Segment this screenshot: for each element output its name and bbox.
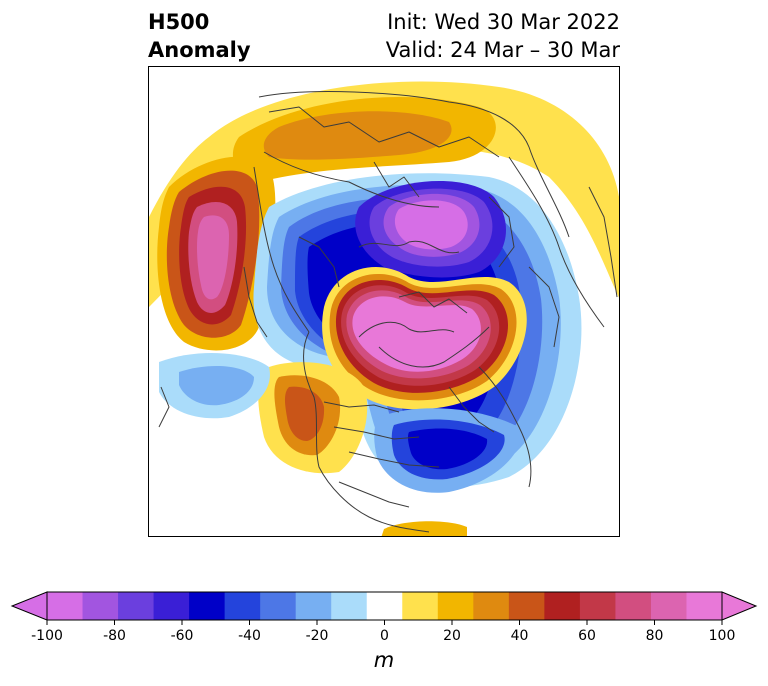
- colorbar-tick-label: 40: [511, 628, 529, 644]
- title-field-type: Anomaly: [148, 38, 251, 62]
- colorbar-unit-label: m: [373, 648, 395, 672]
- colorbar-band: [47, 592, 84, 620]
- negative-core-north: [355, 180, 506, 278]
- colorbar-tick-label: 0: [380, 628, 389, 644]
- positive-anomaly-north-pacific: [149, 81, 619, 307]
- colorbar-band: [650, 592, 687, 620]
- colorbar-band: [224, 592, 261, 620]
- colorbar-tick-label: 80: [646, 628, 664, 644]
- colorbar-band: [437, 592, 474, 620]
- colorbar-tick-label: 20: [443, 628, 461, 644]
- coastlines: [158, 91, 618, 533]
- title-field-name: H500: [148, 10, 210, 34]
- colorbar-tick-label: -20: [306, 628, 329, 644]
- title-init-date: Init: Wed 30 Mar 2022: [387, 10, 620, 34]
- colorbar-band: [189, 592, 226, 620]
- colorbar-band: [508, 592, 545, 620]
- colorbar-tick-label: -40: [238, 628, 261, 644]
- colorbar-tick-label: -100: [31, 628, 63, 644]
- map-title-left: H500 Anomaly: [148, 8, 251, 64]
- colorbar-band: [260, 592, 297, 620]
- anomaly-map: [148, 66, 620, 537]
- title-valid-range: Valid: 24 Mar – 30 Mar: [385, 38, 620, 62]
- colorbar-tick-label: 60: [578, 628, 596, 644]
- colorbar-tick-label: -60: [171, 628, 194, 644]
- colorbar: -100 -80 -60 -40 -20 0 20 40 60 80 100: [10, 591, 758, 644]
- colorbar-tick-label: -80: [103, 628, 126, 644]
- colorbar-band: [295, 592, 332, 620]
- positive-blob-south: [381, 521, 467, 536]
- colorbar-band: [366, 592, 403, 620]
- negative-anomaly-east-pacific: [159, 352, 270, 419]
- colorbar-band: [686, 592, 723, 620]
- colorbar-over-extend: [721, 591, 758, 621]
- positive-core-arctic: [322, 267, 527, 410]
- map-title-right: Init: Wed 30 Mar 2022 Valid: 24 Mar – 30…: [386, 8, 620, 64]
- colorbar-band: [118, 592, 155, 620]
- colorbar-band: [331, 592, 368, 620]
- negative-anomaly-east: [374, 408, 521, 493]
- colorbar-band: [153, 592, 190, 620]
- colorbar-under-extend: [10, 591, 48, 621]
- positive-anomaly-west: [157, 156, 276, 351]
- colorbar-band: [473, 592, 510, 620]
- colorbar-band: [579, 592, 616, 620]
- colorbar-band: [615, 592, 652, 620]
- anomaly-map-canvas: [149, 67, 619, 536]
- colorbar-band: [402, 592, 439, 620]
- colorbar-tick-label: 100: [709, 628, 736, 644]
- colorbar-band: [82, 592, 119, 620]
- colorbar-band: [544, 592, 581, 620]
